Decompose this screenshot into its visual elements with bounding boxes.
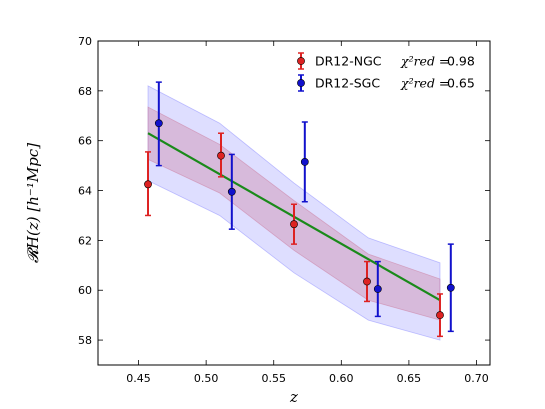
legend-marker <box>297 57 305 65</box>
x-tick-label: 0.45 <box>126 372 151 385</box>
dr12-sgc-point-3 <box>300 121 309 203</box>
data-marker <box>290 220 298 229</box>
y-tick-label: 62 <box>78 234 92 247</box>
x-tick-label: 0.65 <box>397 372 422 385</box>
data-marker <box>217 151 225 160</box>
data-marker <box>373 285 382 293</box>
x-axis-label: z <box>289 388 298 406</box>
x-tick-label: 0.50 <box>194 372 219 385</box>
dr12-sgc-point-2 <box>227 153 236 230</box>
x-tick-label: 0.60 <box>329 372 354 385</box>
y-axis-label: 𝓡H(z) [h⁻¹Mpc] <box>24 143 42 263</box>
data-marker <box>363 277 371 286</box>
legend-chi2-label: χ²red = <box>400 54 449 69</box>
data-marker <box>144 180 152 189</box>
dr12-ngc-point-3 <box>290 203 298 245</box>
y-tick-label: 64 <box>78 185 92 198</box>
legend-chi2-label: χ²red = <box>400 76 449 91</box>
plot-frame <box>97 40 491 366</box>
dr12-sgc-point-5 <box>446 243 455 333</box>
data-points <box>144 81 455 338</box>
legend-marker <box>297 79 305 87</box>
y-tick-label: 70 <box>78 35 92 48</box>
data-marker <box>154 119 163 128</box>
dr12-sgc-point-4 <box>373 260 382 318</box>
legend-series-name: DR12-NGC <box>315 54 382 69</box>
data-marker <box>446 283 455 292</box>
dr12-ngc-point-2 <box>217 132 225 178</box>
y-tick-label: 58 <box>78 334 92 347</box>
legend-series-name: DR12-SGC <box>315 76 380 91</box>
legend-item-dr12-sgc: DR12-SGC χ²red =0.65 <box>297 74 475 92</box>
dr12-ngc-point-4 <box>363 260 371 303</box>
x-tick-label: 0.70 <box>464 372 489 385</box>
y-tick-label: 60 <box>78 284 92 297</box>
y-axis-ticks: 58 60 62 64 66 68 70 <box>78 35 490 347</box>
data-marker <box>227 187 236 196</box>
dr12-ngc-point-5 <box>436 293 444 338</box>
data-marker <box>300 157 309 166</box>
legend-item-dr12-ngc: DR12-NGC χ²red =0.98 <box>297 52 475 70</box>
x-tick-label: 0.55 <box>261 372 286 385</box>
legend-chi2-value: 0.65 <box>447 76 475 91</box>
x-axis-ticks: 0.45 0.50 0.55 0.60 0.65 0.70 <box>126 41 489 385</box>
y-tick-label: 66 <box>78 135 92 148</box>
legend-chi2-value: 0.98 <box>447 54 475 69</box>
y-tick-label: 68 <box>78 85 92 98</box>
dr12-ngc-point-1 <box>144 151 152 217</box>
dr12-sgc-point-1 <box>154 81 163 167</box>
data-marker <box>436 311 444 320</box>
